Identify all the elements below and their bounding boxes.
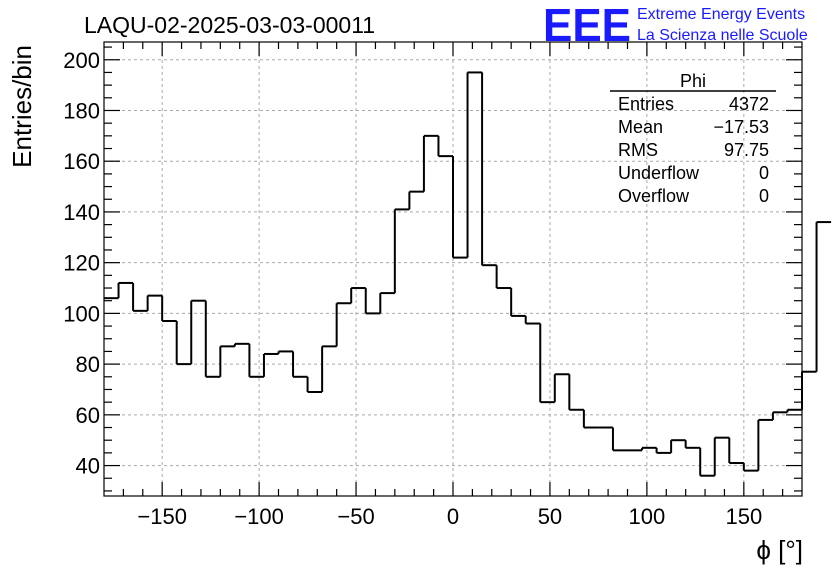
stats-label-underflow: Underflow — [618, 163, 700, 183]
eee-logo: EEE Extreme Energy Events La Scienza nel… — [543, 0, 808, 51]
y-tick-label: 100 — [63, 301, 100, 326]
stats-label-entries: Entries — [618, 94, 674, 114]
x-tick-label: 50 — [538, 504, 562, 529]
x-tick-label: 150 — [725, 504, 762, 529]
x-tick-labels: −150 −100 −50 0 50 100 150 — [137, 504, 762, 529]
y-tick-label: 60 — [76, 403, 100, 428]
stats-box: Phi Entries 4372 Mean −17.53 RMS 97.75 U… — [610, 71, 776, 206]
chart-title: LAQU-02-2025-03-03-00011 — [84, 12, 375, 38]
stats-value-underflow: 0 — [759, 163, 769, 183]
x-axis-title: ϕ [°] — [756, 535, 803, 565]
y-tick-label: 80 — [76, 352, 100, 377]
y-tick-label: 140 — [63, 200, 100, 225]
x-tick-label: −50 — [337, 504, 374, 529]
stats-value-mean: −17.53 — [713, 117, 769, 137]
y-axis-title: Entries/bin — [7, 45, 37, 168]
x-tick-label: 0 — [447, 504, 459, 529]
stats-value-overflow: 0 — [759, 186, 769, 206]
axis-ticks — [104, 42, 802, 496]
stats-title: Phi — [680, 71, 706, 91]
y-tick-label: 200 — [63, 48, 100, 73]
logo-line-2: La Scienza nelle Scuole — [637, 27, 808, 44]
logo-mark: EEE — [543, 0, 631, 51]
y-tick-labels: 40 60 80 100 120 140 160 180 200 — [63, 48, 100, 479]
grid — [104, 42, 802, 496]
stats-value-entries: 4372 — [729, 94, 769, 114]
stats-label-rms: RMS — [618, 140, 658, 160]
y-tick-label: 120 — [63, 251, 100, 276]
y-tick-label: 160 — [63, 149, 100, 174]
y-tick-label: 180 — [63, 98, 100, 123]
x-tick-label: −100 — [234, 504, 284, 529]
x-tick-label: 100 — [629, 504, 666, 529]
logo-line-1: Extreme Energy Events — [637, 6, 805, 23]
stats-value-rms: 97.75 — [724, 140, 769, 160]
stats-label-mean: Mean — [618, 117, 663, 137]
x-tick-label: −150 — [137, 504, 187, 529]
y-tick-label: 40 — [76, 454, 100, 479]
stats-label-overflow: Overflow — [618, 186, 690, 206]
